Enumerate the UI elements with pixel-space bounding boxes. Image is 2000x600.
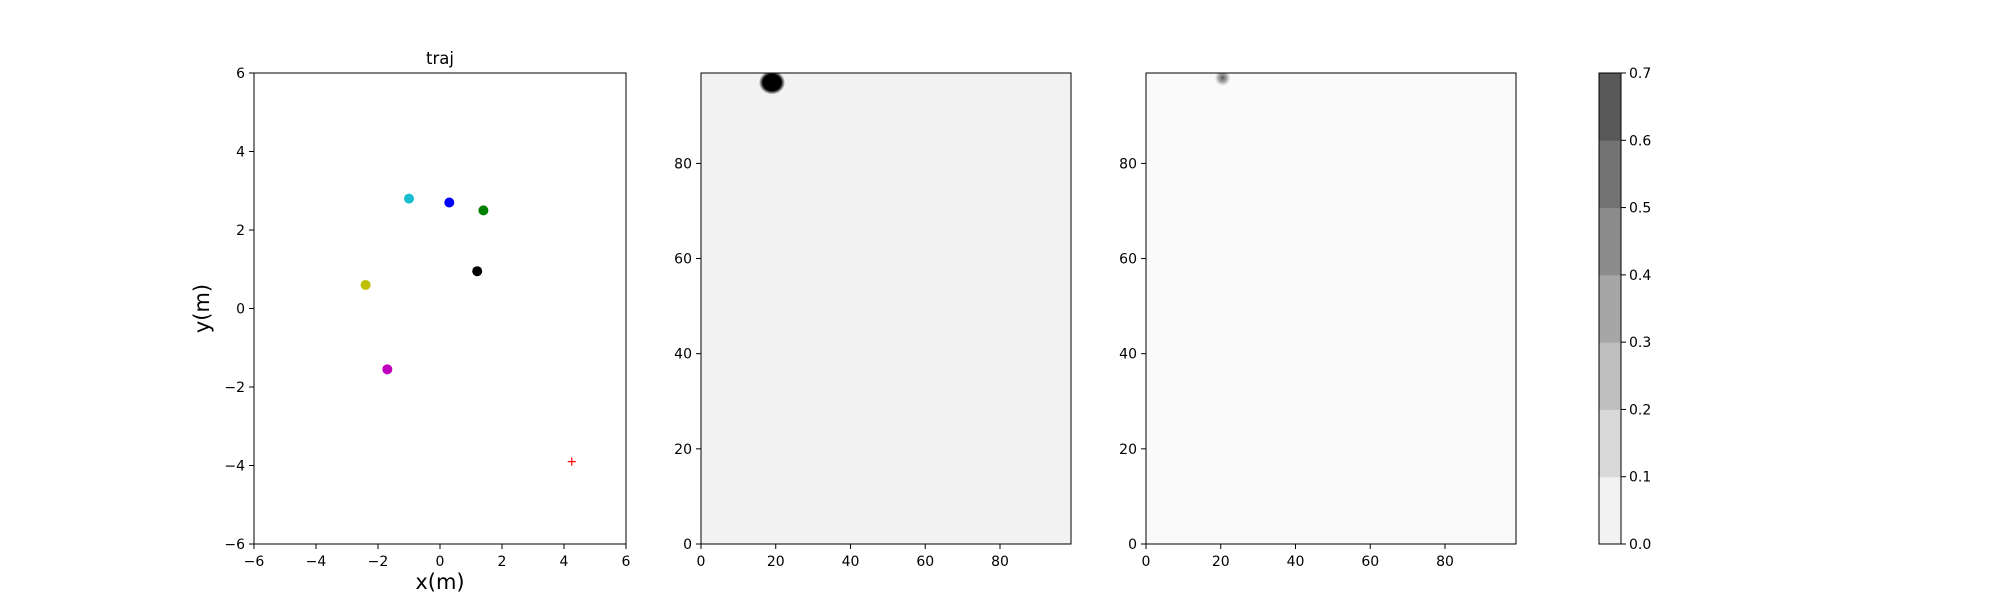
colorbar-tick-label: 0.0 <box>1629 537 1651 553</box>
heatmap-1-x-tick-label: 60 <box>916 554 934 570</box>
heatmap-1-frame <box>700 72 1072 545</box>
heatmap-2-frame <box>1145 72 1517 545</box>
agent-point <box>472 266 483 277</box>
colorbar-tick-label: 0.4 <box>1629 268 1651 284</box>
traj-points <box>360 193 576 466</box>
traj-y-tick-label: 0 <box>236 302 245 318</box>
heatmap-1-y-tick-label: 80 <box>674 156 692 172</box>
colorbar-band <box>1599 274 1621 343</box>
heatmap-panel-1: 0 20 40 60 80 0 20 40 60 80 <box>674 72 1072 570</box>
heatmap-2-y-tick-label: 60 <box>1119 252 1137 268</box>
colorbar-band <box>1599 342 1621 410</box>
colorbar-band <box>1599 73 1621 141</box>
heatmap-2-x-tick-label: 40 <box>1287 554 1305 570</box>
agent-point <box>478 205 489 216</box>
traj-x-tick-label: 0 <box>436 554 445 570</box>
traj-x-ticks: −6 −4 −2 0 2 4 6 <box>244 544 631 570</box>
agent-point <box>382 364 393 375</box>
agent-point <box>444 197 455 208</box>
heatmap-2-y-ticks: 0 20 40 60 80 <box>1119 156 1146 553</box>
heatmap-2-x-tick-label: 60 <box>1361 554 1379 570</box>
traj-x-tick-label: 4 <box>560 554 569 570</box>
heatmap-panel-2: 0 20 40 60 80 0 20 40 60 80 <box>1119 72 1517 570</box>
colorbar-tick-label: 0.2 <box>1629 402 1651 418</box>
colorbar-tick-label: 0.1 <box>1629 470 1651 486</box>
heatmap-2-y-tick-label: 40 <box>1119 347 1137 363</box>
traj-plot-area <box>253 72 627 545</box>
traj-x-tick-label: −2 <box>368 554 389 570</box>
heatmap-1-y-ticks: 0 20 40 60 80 <box>674 156 701 553</box>
colorbar-bands <box>1599 73 1621 545</box>
heatmap-1-y-tick-label: 40 <box>674 347 692 363</box>
heatmap-2-x-tick-label: 0 <box>1142 554 1151 570</box>
traj-y-tick-label: −6 <box>224 537 245 553</box>
heatmap-2-blob <box>1214 73 1231 87</box>
heatmap-2-y-tick-label: 80 <box>1119 156 1137 172</box>
heatmap-2-x-ticks: 0 20 40 60 80 <box>1142 544 1454 570</box>
traj-y-tick-label: 4 <box>236 145 245 161</box>
heatmap-2-y-tick-label: 0 <box>1128 537 1137 553</box>
colorbar: 0.0 0.1 0.2 0.3 0.4 0.5 0.6 0.7 <box>1598 66 1651 553</box>
colorbar-tick-label: 0.6 <box>1629 133 1651 149</box>
traj-y-tick-label: −2 <box>224 380 245 396</box>
traj-panel: traj −6 −4 −2 0 2 4 6 −6 −4 −2 0 2 4 6 x(m) y(m) <box>190 49 631 594</box>
colorbar-band <box>1599 140 1621 209</box>
goal-marker <box>567 457 576 466</box>
colorbar-tick-label: 0.7 <box>1629 66 1651 82</box>
x-axis-label: x(m) <box>415 570 464 594</box>
colorbar-band <box>1599 409 1621 478</box>
traj-y-ticks: −6 −4 −2 0 2 4 6 <box>224 66 254 553</box>
colorbar-tick-label: 0.3 <box>1629 335 1651 351</box>
heatmap-1-blob <box>758 73 786 95</box>
heatmap-1-y-tick-label: 0 <box>683 537 692 553</box>
agent-point <box>404 193 414 204</box>
heatmap-2-y-tick-label: 20 <box>1119 442 1137 458</box>
y-axis-label: y(m) <box>190 284 214 333</box>
heatmap-1-x-tick-label: 40 <box>842 554 860 570</box>
heatmap-1-y-tick-label: 60 <box>674 252 692 268</box>
heatmap-1-x-tick-label: 0 <box>697 554 706 570</box>
heatmap-2-x-tick-label: 80 <box>1436 554 1454 570</box>
colorbar-frame <box>1598 72 1622 545</box>
agent-point <box>360 279 371 290</box>
colorbar-band <box>1599 476 1621 545</box>
traj-title: traj <box>426 49 454 68</box>
traj-x-tick-label: −4 <box>306 554 327 570</box>
colorbar-band <box>1599 207 1621 276</box>
traj-x-tick-label: 2 <box>498 554 507 570</box>
heatmap-1-x-tick-label: 20 <box>767 554 785 570</box>
colorbar-ticks: 0.0 0.1 0.2 0.3 0.4 0.5 0.6 0.7 <box>1621 66 1651 553</box>
traj-x-tick-label: −6 <box>244 554 265 570</box>
colorbar-tick-label: 0.5 <box>1629 201 1651 217</box>
heatmap-1-background <box>701 73 1071 544</box>
traj-y-tick-label: 2 <box>236 223 245 239</box>
traj-y-tick-label: −4 <box>224 459 245 475</box>
heatmap-1-y-tick-label: 20 <box>674 442 692 458</box>
traj-x-tick-label: 6 <box>622 554 631 570</box>
heatmap-2-background <box>1146 73 1516 544</box>
traj-y-tick-label: 6 <box>236 66 245 82</box>
heatmap-2-x-tick-label: 20 <box>1212 554 1230 570</box>
heatmap-1-x-tick-label: 80 <box>991 554 1009 570</box>
heatmap-1-x-ticks: 0 20 40 60 80 <box>697 544 1009 570</box>
